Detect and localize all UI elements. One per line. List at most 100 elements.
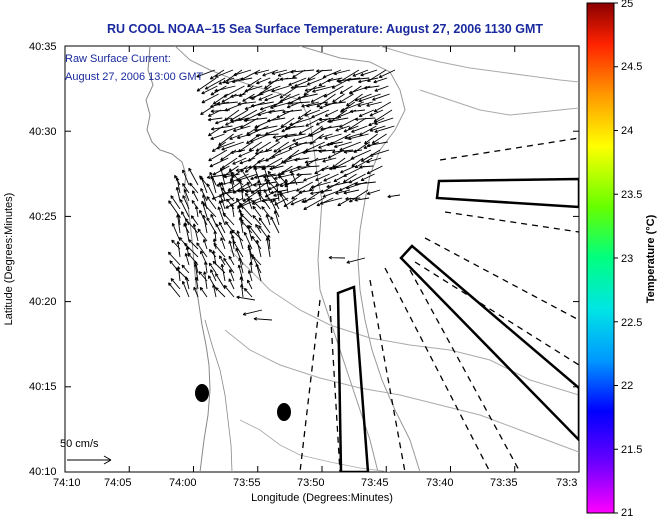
current-vector-arrow [310, 93, 327, 103]
current-vector-arrow [324, 133, 342, 140]
current-vector-arrow [171, 222, 181, 242]
current-vector-arrow [257, 109, 276, 117]
current-vector-arrow [266, 179, 280, 194]
colorbar-tick-label: 22 [621, 380, 633, 392]
current-vector-arrow [272, 133, 297, 139]
y-tick-label: 40:35 [29, 41, 57, 53]
bathymetry-contour [174, 46, 379, 472]
current-vector-arrow [273, 198, 280, 210]
current-vector-arrow [253, 317, 273, 321]
current-vector-arrow [228, 255, 235, 266]
current-vector-arrow [238, 257, 244, 274]
current-vector-arrow [229, 133, 243, 140]
current-vector-arrow [232, 125, 251, 132]
current-vector-arrow [232, 157, 247, 165]
current-vector-arrow [366, 101, 382, 107]
current-vector-arrow [256, 77, 271, 85]
y-tick-label: 40:30 [29, 126, 57, 138]
current-vector-arrow [373, 77, 388, 84]
current-vector-arrow [228, 278, 235, 290]
current-note-line1: Raw Surface Current: [65, 53, 171, 65]
x-tick-label: 73:55 [233, 477, 261, 489]
current-vector-arrow [214, 85, 236, 93]
current-vector-arrow [265, 237, 271, 258]
current-vector-arrow [284, 133, 306, 139]
current-vector-arrow [304, 157, 328, 164]
current-vector-arrow [233, 69, 252, 77]
current-vector-arrow [183, 222, 190, 242]
current-vector-arrow [363, 85, 380, 90]
current-vector-arrow [228, 269, 235, 282]
current-vector-arrow [354, 93, 372, 102]
y-tick-label: 40:10 [29, 466, 57, 478]
current-vector-arrow [175, 177, 181, 194]
current-vector-arrow [279, 193, 289, 210]
y-tick-label: 40:20 [29, 296, 57, 308]
current-vector-arrow [229, 177, 235, 194]
current-vector-arrow [360, 69, 378, 77]
current-vector-arrow [250, 101, 274, 108]
current-vector-arrow [310, 189, 333, 195]
current-vector-arrow [298, 189, 315, 194]
current-vector-arrow [193, 286, 199, 298]
current-vector-arrow [343, 149, 363, 154]
current-vector-arrow [220, 187, 235, 202]
scale-arrow [67, 455, 112, 465]
plot-frame [64, 45, 580, 473]
radar-wedges [336, 177, 579, 472]
current-vector-arrow [203, 261, 208, 274]
current-vector-arrow [202, 214, 208, 234]
current-vector-arrow [297, 93, 318, 100]
current-vector-arrow [214, 117, 232, 125]
current-vector-arrow [304, 85, 326, 92]
colorbar-tick-label: 24.5 [621, 61, 642, 73]
current-vector-arrow [240, 168, 253, 186]
current-vector-arrow [315, 173, 330, 181]
current-vector-arrow [335, 125, 350, 132]
current-vector-arrow [201, 93, 219, 104]
x-tick-label: 73:35 [490, 477, 518, 489]
current-vector-arrow [328, 255, 346, 260]
current-vector-arrow [304, 109, 321, 117]
current-vector-arrow [239, 157, 256, 165]
current-vector-arrow [369, 109, 384, 117]
current-vector-arrow [244, 85, 263, 93]
current-vector-arrow [202, 238, 208, 250]
current-vector-arrow [222, 125, 242, 134]
current-vector-arrow [290, 101, 310, 105]
current-vector-arrow [189, 182, 199, 194]
current-vector-arrow [218, 221, 226, 234]
x-axis-ticks [64, 46, 580, 472]
map-title: RU COOL NOAA–15 Sea Surface Temperature:… [106, 22, 544, 36]
current-vector-arrow [236, 133, 252, 140]
current-vector-arrow [259, 101, 283, 111]
current-vector-arrow [290, 197, 307, 206]
current-vector-arrow [322, 189, 342, 198]
current-vector-arrow [243, 287, 253, 298]
current-vector-arrow [228, 240, 235, 258]
current-vector-arrow [244, 157, 265, 173]
current-vector-arrow [236, 188, 252, 193]
current-vector-arrow [194, 276, 199, 290]
current-vector-arrow [210, 213, 217, 226]
y-axis-ticks [65, 45, 579, 473]
current-vector-arrow [203, 271, 208, 290]
current-vector-arrow [289, 117, 313, 126]
current-vector-arrow [270, 216, 280, 234]
current-vector-arrow [374, 85, 389, 92]
current-vector-arrow [268, 109, 285, 114]
y-axis-labels: 40:35 40:30 40:25 40:20 40:15 40:10 [29, 41, 57, 478]
current-vector-arrow [348, 85, 371, 95]
current-vector-arrow [348, 173, 366, 184]
current-vector-arrow [262, 69, 279, 77]
current-vector-arrow [373, 101, 392, 113]
current-vector-arrow [179, 198, 190, 218]
current-vector-arrow [294, 141, 316, 146]
x-tick-label: 74:10 [53, 477, 81, 489]
x-tick-label: 74:05 [104, 477, 132, 489]
current-vector-arrow [374, 125, 395, 133]
current-vector-arrow [216, 141, 235, 150]
current-vector-arrow [258, 217, 271, 234]
current-vector-arrow [235, 247, 244, 266]
